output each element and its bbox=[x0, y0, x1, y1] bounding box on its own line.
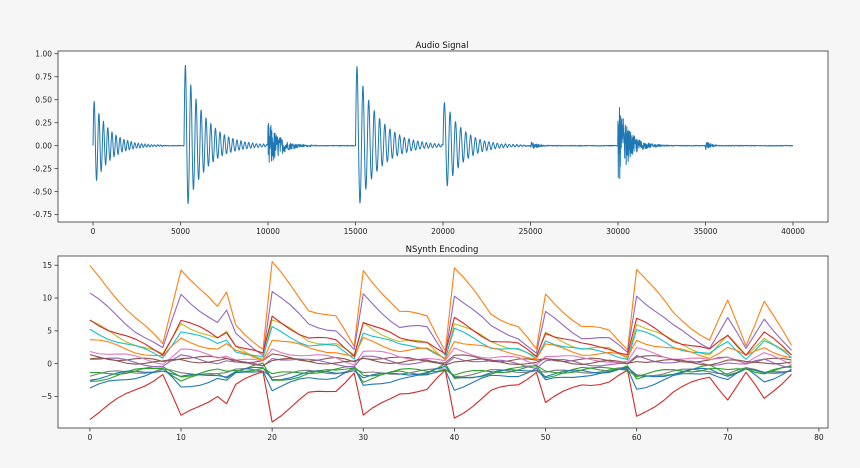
x-tick-label: 40 bbox=[450, 433, 460, 442]
nsynth-encoding-x-ticks: 0 10 20 30 40 50 60 70 80 bbox=[88, 428, 824, 442]
encoding-series-ch3 bbox=[89, 369, 792, 423]
y-tick-label: 0.50 bbox=[35, 95, 52, 104]
encoding-series-ch4 bbox=[89, 290, 792, 356]
encoding-series-ch12 bbox=[89, 364, 792, 378]
y-tick-label: -0.50 bbox=[33, 187, 53, 196]
x-tick-label: 80 bbox=[814, 433, 824, 442]
x-tick-label: 15000 bbox=[344, 227, 368, 236]
y-tick-label: 15 bbox=[42, 261, 52, 270]
x-tick-label: 70 bbox=[723, 433, 733, 442]
y-tick-label: 0.75 bbox=[35, 72, 52, 81]
audio-signal-x-ticks: 0 5000 10000 15000 20000 25000 30000 35000 40000 bbox=[91, 222, 805, 236]
x-tick-label: 0 bbox=[91, 227, 96, 236]
encoding-series-ch1 bbox=[89, 261, 793, 352]
nsynth-encoding-panel: NSynth Encoding 0 10 20 30 40 50 60 70 80 −5 0 5 10… bbox=[41, 245, 829, 442]
y-tick-label: -0.75 bbox=[33, 210, 53, 219]
x-tick-label: 25000 bbox=[519, 227, 543, 236]
nsynth-encoding-title: NSynth Encoding bbox=[406, 245, 479, 255]
y-tick-label: 0.00 bbox=[35, 141, 52, 150]
nsynth-encoding-series bbox=[89, 261, 793, 423]
y-tick-label: -0.25 bbox=[33, 164, 53, 173]
y-tick-label: 10 bbox=[42, 294, 52, 303]
audio-signal-waveform bbox=[92, 64, 794, 205]
x-tick-label: 10000 bbox=[256, 227, 280, 236]
y-tick-label: 5 bbox=[47, 326, 52, 335]
x-tick-label: 10 bbox=[176, 433, 186, 442]
y-tick-label: 1.00 bbox=[35, 49, 52, 58]
audio-waveform-line bbox=[92, 64, 794, 205]
nsynth-encoding-y-ticks: −5 0 5 10 15 bbox=[41, 261, 58, 401]
encoding-series-ch10 bbox=[89, 365, 792, 381]
x-tick-label: 0 bbox=[88, 433, 93, 442]
x-tick-label: 20 bbox=[267, 433, 277, 442]
nsynth-encoding-axes bbox=[57, 255, 829, 429]
x-tick-label: 50 bbox=[541, 433, 551, 442]
audio-signal-y-ticks: -0.75 -0.50 -0.25 0.00 0.25 0.50 0.75 1.00 bbox=[33, 49, 58, 219]
x-tick-label: 5000 bbox=[171, 227, 190, 236]
x-tick-label: 30000 bbox=[606, 227, 630, 236]
encoding-series-ch11 bbox=[89, 336, 792, 362]
x-tick-label: 30 bbox=[358, 433, 368, 442]
encoding-series-ch0 bbox=[89, 367, 792, 392]
x-tick-label: 60 bbox=[632, 433, 642, 442]
x-tick-label: 20000 bbox=[431, 227, 455, 236]
x-tick-label: 40000 bbox=[781, 227, 805, 236]
audio-signal-title: Audio Signal bbox=[416, 41, 469, 51]
encoding-series-ch13 bbox=[89, 315, 792, 357]
x-tick-label: 35000 bbox=[694, 227, 718, 236]
y-tick-label: 0.25 bbox=[35, 118, 52, 127]
y-tick-label: −5 bbox=[41, 392, 52, 401]
encoding-series-ch15 bbox=[89, 357, 792, 367]
audio-signal-panel: Audio Signal 0 5000 10000 15000 20000 25000 30… bbox=[33, 41, 829, 236]
y-tick-label: 0 bbox=[47, 359, 52, 368]
